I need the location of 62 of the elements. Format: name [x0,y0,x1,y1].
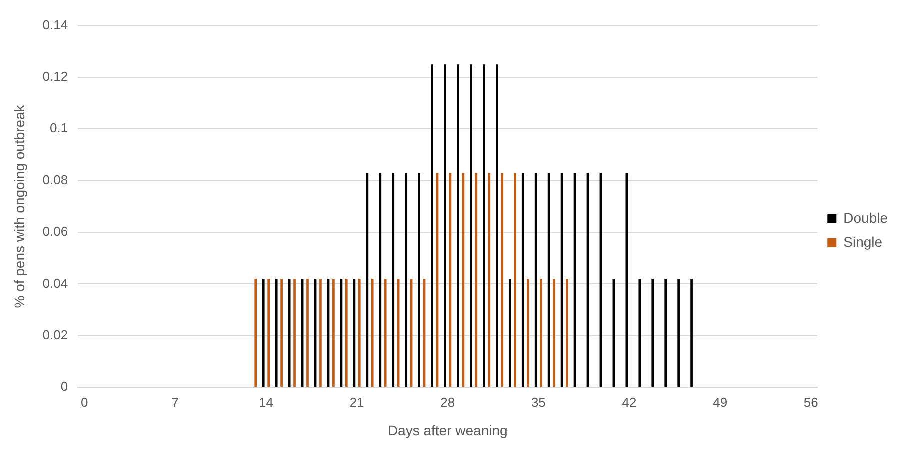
x-tick-label: 35 [531,394,546,410]
x-tick-label: 49 [713,394,728,410]
x-tick-label: 42 [622,394,637,410]
bar [392,173,395,388]
bar [294,279,296,388]
bar [652,279,654,388]
bar [444,64,446,388]
x-tick-label: 28 [440,394,456,410]
bar [275,279,278,388]
bar [384,279,387,388]
x-tick-label: 56 [804,394,818,410]
bar [262,279,265,388]
y-tick-label: 0.12 [42,69,68,84]
x-tick-label: 0 [80,394,88,410]
bar [522,173,524,388]
bar [475,173,478,388]
bar [690,279,693,388]
bar [664,279,668,388]
bar [626,173,628,388]
bar [371,279,374,388]
bar [320,279,322,388]
y-tick-label: 0.14 [42,17,68,32]
bar [638,279,642,388]
bar [288,279,291,388]
y-tick-label: 0 [60,379,68,394]
y-tick-label: 0.1 [50,120,68,136]
bar [418,173,420,388]
bar [346,279,348,388]
bar [332,279,335,388]
x-tick-label: 14 [258,394,274,410]
bar [501,173,504,388]
bar [508,279,512,388]
legend-label: Double [844,210,888,226]
y-tick-label: 0.06 [42,224,68,240]
y-axis-title: % of pens with ongoing outbreak [11,104,28,308]
bar [514,173,516,388]
bar [268,279,270,388]
legend-label: Single [844,234,883,250]
x-tick-label: 7 [172,394,180,410]
y-tick-label: 0.04 [42,276,68,291]
x-axis-title: Days after weaning [388,422,508,438]
bar [678,279,680,388]
bar [457,64,460,388]
bar [254,279,258,388]
bar [553,279,556,388]
bar [306,279,309,388]
y-tick-label: 0.08 [42,172,68,188]
bar [405,173,408,388]
bar [540,279,542,388]
bar [534,173,538,388]
bar [483,64,486,388]
bar [379,173,382,388]
bar [488,173,491,388]
bar [431,64,434,388]
bar [470,64,472,388]
bar [527,279,530,388]
bar [496,64,498,388]
y-tick-label: 0.02 [42,327,68,342]
x-tick-label: 21 [350,394,364,410]
bar [280,279,283,388]
bar [358,279,361,388]
bar [566,279,568,388]
